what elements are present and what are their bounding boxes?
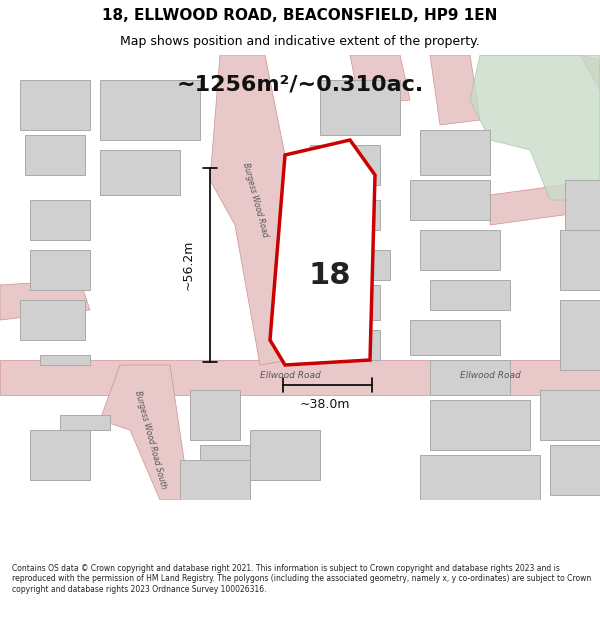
Text: Ellwood Road: Ellwood Road: [260, 371, 320, 379]
Polygon shape: [40, 355, 90, 365]
Polygon shape: [430, 55, 480, 125]
Text: Contains OS data © Crown copyright and database right 2021. This information is : Contains OS data © Crown copyright and d…: [12, 564, 591, 594]
Polygon shape: [0, 280, 90, 320]
Polygon shape: [310, 145, 380, 185]
Text: Burgess Wood Road: Burgess Wood Road: [241, 162, 269, 238]
Text: 18: 18: [309, 261, 351, 289]
Polygon shape: [25, 135, 85, 175]
Polygon shape: [100, 80, 200, 140]
Polygon shape: [410, 320, 500, 355]
Polygon shape: [30, 200, 90, 240]
Polygon shape: [180, 460, 250, 500]
Polygon shape: [330, 330, 380, 360]
Polygon shape: [200, 445, 250, 490]
Polygon shape: [420, 230, 500, 270]
Polygon shape: [320, 80, 400, 135]
Polygon shape: [470, 55, 600, 200]
Text: Burgess Wood Road South: Burgess Wood Road South: [133, 390, 167, 490]
Polygon shape: [490, 180, 600, 225]
Polygon shape: [560, 300, 600, 370]
Polygon shape: [60, 415, 110, 430]
Polygon shape: [100, 365, 190, 500]
Polygon shape: [420, 455, 540, 500]
Text: ~38.0m: ~38.0m: [300, 399, 350, 411]
Text: ~56.2m: ~56.2m: [182, 240, 195, 290]
Polygon shape: [410, 180, 490, 220]
Polygon shape: [350, 55, 410, 105]
Text: ~1256m²/~0.310ac.: ~1256m²/~0.310ac.: [176, 75, 424, 95]
Polygon shape: [540, 390, 600, 440]
Text: Ellwood Road: Ellwood Road: [460, 371, 520, 379]
Polygon shape: [430, 280, 510, 310]
Polygon shape: [560, 230, 600, 290]
Polygon shape: [330, 200, 380, 230]
Polygon shape: [550, 445, 600, 495]
Polygon shape: [250, 430, 320, 480]
Polygon shape: [30, 430, 90, 480]
Polygon shape: [190, 390, 240, 440]
Text: Map shows position and indicative extent of the property.: Map shows position and indicative extent…: [120, 35, 480, 48]
Polygon shape: [430, 400, 530, 450]
Polygon shape: [565, 180, 600, 230]
Polygon shape: [430, 360, 510, 395]
Polygon shape: [20, 80, 90, 130]
Polygon shape: [310, 285, 380, 320]
Polygon shape: [20, 300, 85, 340]
Polygon shape: [330, 250, 390, 280]
Polygon shape: [210, 55, 310, 365]
Polygon shape: [420, 130, 490, 175]
Polygon shape: [270, 140, 375, 365]
Polygon shape: [100, 150, 180, 195]
Polygon shape: [0, 360, 600, 395]
Polygon shape: [480, 55, 600, 90]
Text: 18, ELLWOOD ROAD, BEACONSFIELD, HP9 1EN: 18, ELLWOOD ROAD, BEACONSFIELD, HP9 1EN: [103, 8, 497, 23]
Polygon shape: [30, 250, 90, 290]
